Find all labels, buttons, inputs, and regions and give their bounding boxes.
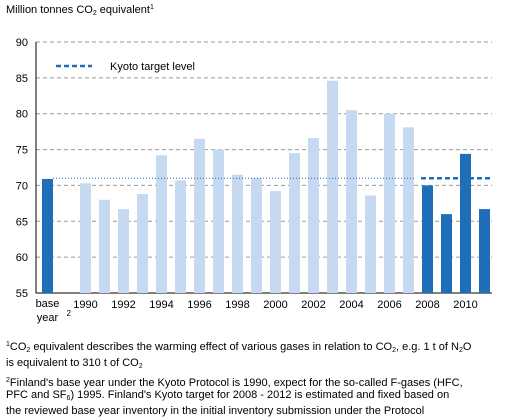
bar-1994: [156, 155, 167, 293]
x-tick-label: 1990: [73, 299, 97, 311]
x-tick-label: 2002: [301, 299, 325, 311]
x-tick-label: 1992: [111, 299, 135, 311]
y-tick-label: 65: [16, 216, 28, 228]
y-tick-label: 85: [16, 73, 28, 85]
bar-1997: [213, 149, 224, 293]
bar-2004: [346, 110, 357, 293]
bar-base-year: [42, 178, 53, 293]
y-tick-label: 80: [16, 109, 28, 121]
bar-2000: [270, 191, 281, 293]
x-tick-label: 1998: [225, 299, 249, 311]
bar-2007: [403, 127, 414, 293]
x-tick-label: 1996: [187, 299, 211, 311]
bar-2011: [479, 209, 490, 293]
bar-2002: [308, 138, 319, 293]
y-tick-label: 55: [16, 288, 28, 300]
base-label-line2: year: [37, 312, 59, 324]
bar-1990: [80, 183, 91, 293]
bar-2001: [289, 153, 300, 293]
y-tick-label: 75: [16, 145, 28, 157]
y-tick-label: 60: [16, 252, 28, 264]
bar-1998: [232, 174, 243, 293]
x-tick-label: 1994: [149, 299, 173, 311]
x-tick-label: 2004: [339, 299, 363, 311]
bar-2003: [327, 80, 338, 294]
bar-1999: [251, 178, 262, 293]
footnotes: 1CO2 equivalent describes the warming ef…: [6, 339, 518, 419]
bar-1993: [137, 194, 148, 293]
base-label-sup: 2: [67, 309, 72, 318]
x-tick-label: 2008: [415, 299, 439, 311]
x-tick-label: 2006: [377, 299, 401, 311]
y-tick-label: 90: [16, 37, 28, 49]
bar-2006: [384, 113, 395, 293]
y-axis-title: Million tonnes CO2 equivalent1: [6, 4, 154, 17]
bar-1992: [118, 209, 129, 293]
bar-2009: [441, 214, 452, 293]
bar-2008: [422, 185, 433, 293]
base-label-line1: base: [36, 298, 60, 310]
plot-area: 55 60 65 70 75 80 85 90 Kyoto target level 1990 19…: [16, 37, 492, 324]
bar-1996: [194, 138, 205, 293]
bar-2010: [460, 153, 471, 293]
x-tick-label: 2000: [263, 299, 287, 311]
legend-label: Kyoto target level: [110, 61, 195, 73]
bar-1991: [99, 199, 110, 293]
bar-2005: [365, 195, 376, 293]
footnote-1: 1CO2 equivalent describes the warming ef…: [6, 341, 472, 370]
y-tick-label: 70: [16, 180, 28, 192]
x-tick-label: 2010: [453, 299, 477, 311]
bar-1995: [175, 180, 186, 293]
